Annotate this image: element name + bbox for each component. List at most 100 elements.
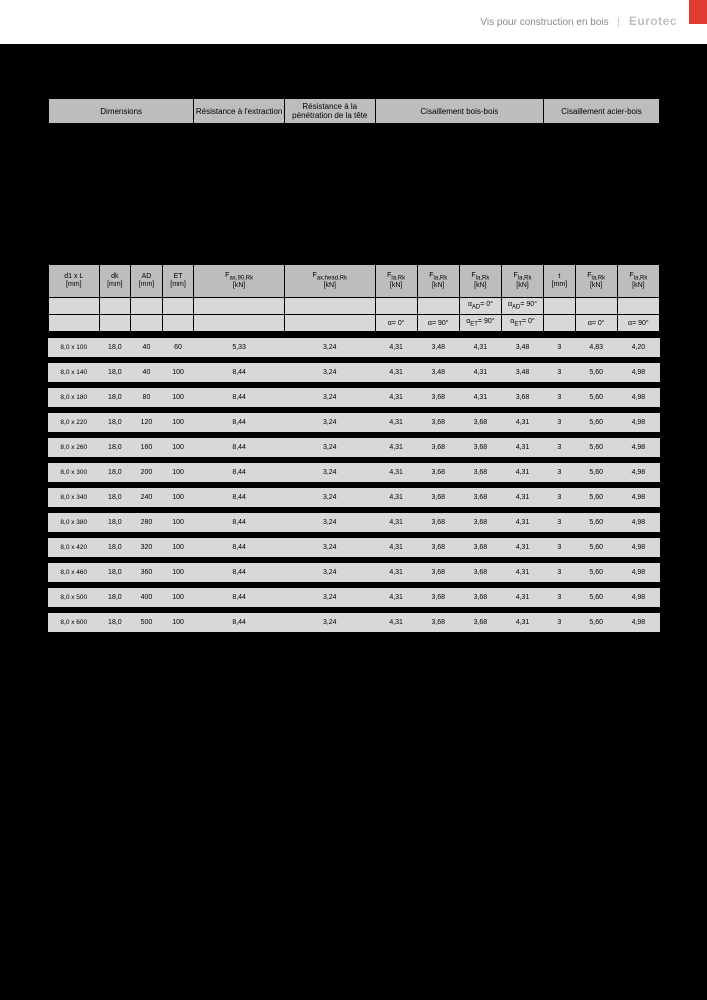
angle-cell bbox=[194, 315, 285, 332]
column-header-cell: ET[mm] bbox=[162, 265, 194, 298]
angle-cell bbox=[99, 315, 131, 332]
value-cell: 5,60 bbox=[575, 489, 617, 507]
angle-cell bbox=[575, 298, 617, 315]
group-header-cell: Dimensions bbox=[49, 99, 194, 124]
value-cell: 4,31 bbox=[501, 489, 543, 507]
table-row: 8,0 x 46018,03601008,443,244,313,683,684… bbox=[49, 564, 660, 582]
value-cell: 4,31 bbox=[501, 414, 543, 432]
angle-cell bbox=[417, 298, 459, 315]
dimension-cell: 8,0 x 420 bbox=[49, 539, 100, 557]
value-cell: 3,24 bbox=[284, 364, 375, 382]
value-cell: 4,98 bbox=[617, 389, 659, 407]
group-header-cell: Cisaillement bois-bois bbox=[375, 99, 544, 124]
angle-cell: αAD= 0° bbox=[459, 298, 501, 315]
value-cell: 4,31 bbox=[375, 614, 417, 632]
value-cell: 8,44 bbox=[194, 614, 285, 632]
value-cell: 4,98 bbox=[617, 414, 659, 432]
value-cell: 3,68 bbox=[417, 414, 459, 432]
brand-name: Eurotec bbox=[629, 14, 677, 28]
value-cell: 3,68 bbox=[417, 439, 459, 457]
angle-cell bbox=[131, 315, 163, 332]
column-header-cell: dk[mm] bbox=[99, 265, 131, 298]
value-cell: 240 bbox=[131, 489, 163, 507]
value-cell: 4,31 bbox=[501, 464, 543, 482]
angle-cell: α= 90° bbox=[417, 315, 459, 332]
header-gap-row bbox=[49, 124, 660, 265]
value-cell: 3,24 bbox=[284, 414, 375, 432]
value-cell: 4,98 bbox=[617, 439, 659, 457]
value-cell: 4,31 bbox=[375, 514, 417, 532]
table-row: 8,0 x 42018,03201008,443,244,313,683,684… bbox=[49, 539, 660, 557]
value-cell: 8,44 bbox=[194, 514, 285, 532]
value-cell: 3,24 bbox=[284, 564, 375, 582]
value-cell: 100 bbox=[162, 589, 194, 607]
value-cell: 3,24 bbox=[284, 514, 375, 532]
value-cell: 3,68 bbox=[417, 489, 459, 507]
value-cell: 3,68 bbox=[417, 564, 459, 582]
column-header-cell: Fla,Rk[kN] bbox=[459, 265, 501, 298]
column-header-cell: Fla,Rk[kN] bbox=[375, 265, 417, 298]
value-cell: 4,98 bbox=[617, 539, 659, 557]
value-cell: 5,33 bbox=[194, 339, 285, 357]
value-cell: 4,31 bbox=[375, 364, 417, 382]
value-cell: 120 bbox=[131, 414, 163, 432]
group-header-cell: Résistance à la pénétration de la tête bbox=[284, 99, 375, 124]
value-cell: 3,48 bbox=[417, 364, 459, 382]
group-header-row: DimensionsRésistance à l'extractionRésis… bbox=[49, 99, 660, 124]
value-cell: 3,68 bbox=[459, 564, 501, 582]
value-cell: 3,24 bbox=[284, 339, 375, 357]
value-cell: 4,31 bbox=[459, 339, 501, 357]
value-cell: 8,44 bbox=[194, 414, 285, 432]
dimension-cell: 8,0 x 140 bbox=[49, 364, 100, 382]
value-cell: 100 bbox=[162, 489, 194, 507]
value-cell: 500 bbox=[131, 614, 163, 632]
value-cell: 3,68 bbox=[459, 439, 501, 457]
column-header-cell: t[mm] bbox=[544, 265, 576, 298]
value-cell: 3,68 bbox=[501, 389, 543, 407]
value-cell: 4,31 bbox=[375, 414, 417, 432]
value-cell: 360 bbox=[131, 564, 163, 582]
value-cell: 5,60 bbox=[575, 414, 617, 432]
value-cell: 5,60 bbox=[575, 564, 617, 582]
value-cell: 4,31 bbox=[501, 589, 543, 607]
value-cell: 100 bbox=[162, 439, 194, 457]
value-cell: 3,24 bbox=[284, 539, 375, 557]
value-cell: 3,68 bbox=[459, 489, 501, 507]
dimension-cell: 8,0 x 300 bbox=[49, 464, 100, 482]
value-cell: 18,0 bbox=[99, 389, 131, 407]
value-cell: 4,31 bbox=[501, 514, 543, 532]
value-cell: 4,31 bbox=[375, 564, 417, 582]
value-cell: 4,31 bbox=[375, 464, 417, 482]
value-cell: 100 bbox=[162, 564, 194, 582]
value-cell: 100 bbox=[162, 514, 194, 532]
value-cell: 3 bbox=[544, 439, 576, 457]
angle-cell bbox=[617, 298, 659, 315]
angle-cell bbox=[162, 298, 194, 315]
value-cell: 18,0 bbox=[99, 614, 131, 632]
angle-cell bbox=[194, 298, 285, 315]
table-row: 8,0 x 50018,04001008,443,244,313,683,684… bbox=[49, 589, 660, 607]
value-cell: 4,83 bbox=[575, 339, 617, 357]
value-cell: 3 bbox=[544, 614, 576, 632]
angle-cell bbox=[49, 298, 100, 315]
column-header-cell: d1 x L[mm] bbox=[49, 265, 100, 298]
value-cell: 4,98 bbox=[617, 564, 659, 582]
value-cell: 100 bbox=[162, 539, 194, 557]
column-header-cell: Fla,Rk[kN] bbox=[417, 265, 459, 298]
angle-cell bbox=[131, 298, 163, 315]
value-cell: 3,68 bbox=[459, 539, 501, 557]
value-cell: 3,48 bbox=[501, 339, 543, 357]
separator: | bbox=[617, 17, 620, 28]
value-cell: 100 bbox=[162, 614, 194, 632]
column-header-cell: Fax,90,Rk[kN] bbox=[194, 265, 285, 298]
value-cell: 18,0 bbox=[99, 339, 131, 357]
angle-cell bbox=[544, 315, 576, 332]
angle-cell bbox=[375, 298, 417, 315]
group-header-cell: Résistance à l'extraction bbox=[194, 99, 285, 124]
value-cell: 3,68 bbox=[417, 464, 459, 482]
value-cell: 8,44 bbox=[194, 389, 285, 407]
dimension-cell: 8,0 x 100 bbox=[49, 339, 100, 357]
value-cell: 5,60 bbox=[575, 364, 617, 382]
value-cell: 4,98 bbox=[617, 489, 659, 507]
angle-cell bbox=[284, 315, 375, 332]
